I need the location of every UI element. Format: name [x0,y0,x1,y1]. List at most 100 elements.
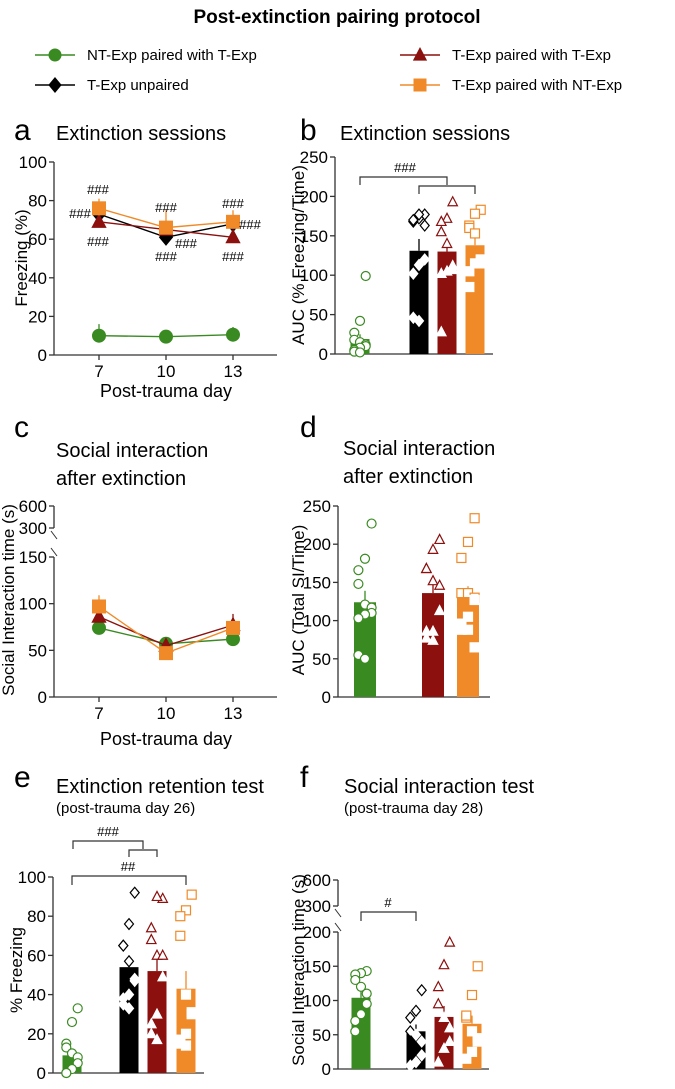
bar [422,593,444,697]
significance-bracket [71,875,187,885]
data-point [123,1001,135,1015]
significance-bracket [359,176,448,185]
panel-title: Extinction sessions [340,123,510,145]
legend-square-icon [413,78,427,92]
y-tick-label: 200 [303,923,331,942]
y-tick-label: 150 [300,227,328,246]
data-point [441,264,453,276]
significance-label: ### [175,236,197,251]
data-point [61,1067,72,1079]
panel-title: after extinction [56,468,186,490]
panel-letter: d [300,411,317,444]
data-point [366,518,377,529]
x-axis-label: Post-trauma day [100,729,232,749]
data-point [469,513,480,524]
y-tick-label: 20 [27,1025,46,1044]
y-tick-label: 150 [303,573,331,592]
data-point [456,552,467,564]
significance-label: # [384,895,392,910]
data-point [408,267,419,280]
significance-label: ### [97,824,119,839]
legend-item: T-Exp paired with T-Exp [400,47,611,64]
data-point [359,653,371,664]
data-point [466,989,478,1001]
data-point [472,1036,483,1047]
data-point [469,642,480,653]
axis-break-mark [50,547,58,557]
series-square [92,198,240,235]
y-tick-label: 200 [300,187,328,206]
significance-sub-bracket [418,185,476,194]
data-point [159,646,173,661]
data-point [159,220,173,235]
data-point [420,562,433,574]
data-point [441,237,453,249]
data-point [469,228,481,239]
data-point [145,933,158,945]
data-point [462,611,474,622]
data-point [462,536,474,548]
y-axis-label: Social Interaction time (s) [0,504,18,696]
y-tick-label: 300 [303,897,331,916]
data-point [92,620,106,635]
x-axis-label: Post-trauma day [100,381,232,401]
y-tick-label: 20 [28,307,47,326]
bar-group [350,965,372,1069]
panel-title: Social interaction [343,438,495,460]
y-tick-label: 100 [303,992,331,1011]
y-tick-label: 80 [27,907,46,926]
y-tick-label: 250 [303,497,331,516]
y-tick-label: 0 [319,345,328,364]
panel-c: c Social interaction after extinction Socia… [0,411,277,749]
y-tick-label: 0 [322,1060,331,1079]
data-point [461,1053,472,1064]
data-point [355,1009,367,1020]
data-point [466,1046,478,1057]
data-point [91,213,107,228]
y-tick-label: 150 [303,957,331,976]
panels: a Extinction sessions Freezing (%) 0 20 40 60 8… [0,114,535,1083]
data-point [354,315,366,327]
data-point [359,553,371,564]
legend-item: NT-Exp paired with T-Exp [35,47,257,64]
bar-group [432,935,456,1069]
y-tick-label: 0 [38,688,47,707]
data-point [433,578,446,590]
bar-group [145,890,169,1073]
data-point [350,1026,361,1037]
data-point [446,195,459,207]
data-point [461,1010,472,1021]
significance-label: ### [394,160,416,175]
bar-group [456,513,480,697]
bar [354,602,376,697]
y-axis-label: Social Interaction time (s) [289,874,308,1066]
y-tick-label: 50 [28,641,47,660]
data-point [466,1026,478,1037]
y-tick-label: 250 [300,148,328,167]
data-point [416,1048,427,1062]
data-point [432,997,445,1009]
significance-label: ### [222,196,244,211]
data-point [159,329,173,344]
data-point [66,1016,78,1028]
legend-label: T-Exp unpaired [87,77,189,94]
series-circle [92,324,240,344]
data-point [410,1004,422,1018]
y-tick-label: 50 [312,650,331,669]
legend-item: T-Exp unpaired [35,77,189,94]
data-point [433,604,446,616]
y-axis-label: AUC (Total SI/Time) [289,525,308,676]
data-point [413,314,425,328]
data-point [408,213,419,227]
panel-f: f Social interaction test (post-trauma day… [289,761,535,1079]
series-triangle [91,608,241,652]
data-point [405,1059,416,1072]
data-point [469,594,480,606]
y-tick-label: 60 [28,230,47,249]
y-tick-label: 40 [28,269,47,288]
significance-label: ### [155,249,177,264]
legend-label: T-Exp paired with T-Exp [452,47,611,64]
bar-group [353,518,377,697]
data-point [92,599,106,614]
data-point [353,578,364,590]
